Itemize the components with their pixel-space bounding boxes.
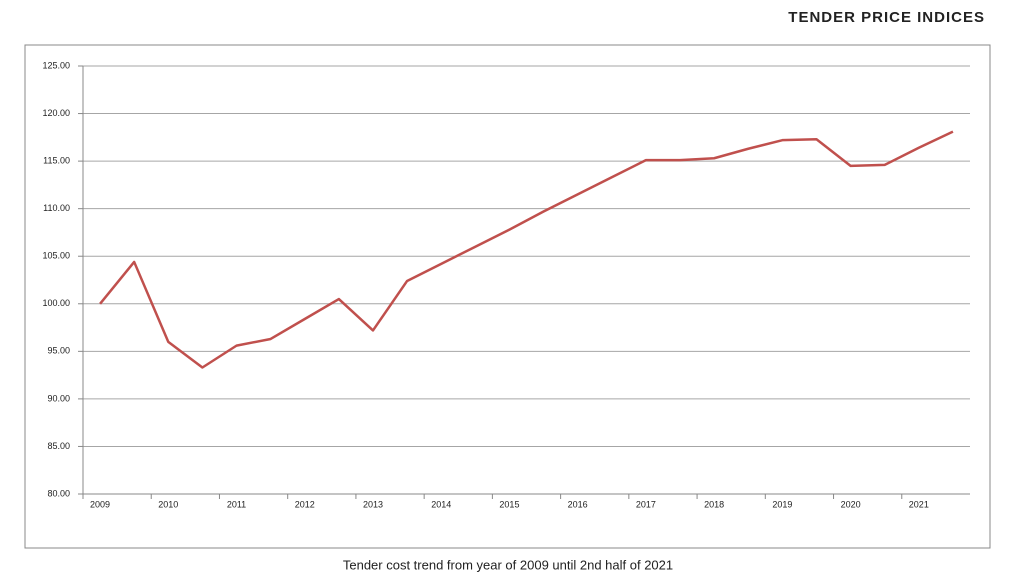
y-tick-label: 105.00: [42, 251, 70, 261]
x-tick-label: 2020: [841, 499, 861, 509]
y-tick-label: 85.00: [47, 441, 70, 451]
x-tick-label: 2017: [636, 499, 656, 509]
x-tick-label: 2021: [909, 499, 929, 509]
x-tick-label: 2012: [295, 499, 315, 509]
chart-frame: [24, 44, 991, 549]
chart-caption: Tender cost trend from year of 2009 unti…: [343, 557, 673, 572]
y-tick-label: 90.00: [47, 393, 70, 403]
x-tick-label: 2011: [227, 499, 246, 509]
y-tick-label: 100.00: [42, 298, 70, 308]
x-tick-label: 2009: [90, 499, 110, 509]
y-tick-label: 115.00: [43, 155, 70, 165]
y-tick-label: 120.00: [42, 108, 70, 118]
x-tick-label: 2014: [431, 499, 451, 509]
y-tick-label: 125.00: [42, 60, 70, 70]
y-tick-label: 80.00: [47, 488, 70, 498]
x-tick-label: 2013: [363, 499, 383, 509]
data-line: [99, 130, 954, 369]
x-tick-label: 2016: [568, 499, 588, 509]
y-tick-label: 110.00: [43, 203, 70, 213]
chart-title: TENDER PRICE INDICES: [788, 9, 985, 26]
x-tick-label: 2010: [158, 499, 178, 509]
y-tick-label: 95.00: [47, 346, 70, 356]
x-tick-label: 2015: [499, 499, 519, 509]
x-tick-label: 2019: [772, 499, 792, 509]
x-tick-label: 2018: [704, 499, 724, 509]
